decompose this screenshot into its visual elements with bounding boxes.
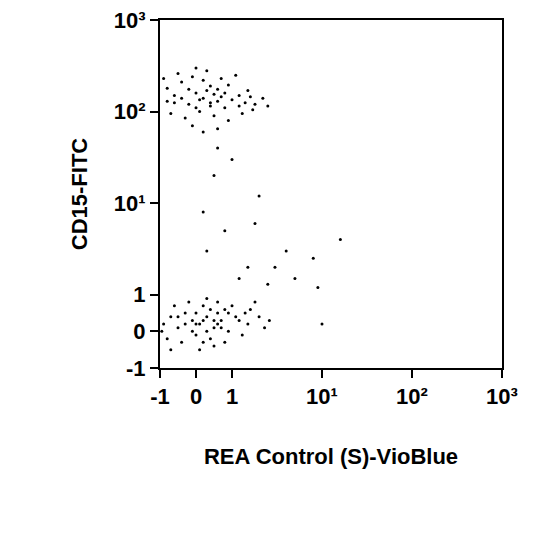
- svg-text:1: 1: [226, 384, 238, 409]
- svg-text:CD15-FITC: CD15-FITC: [67, 138, 92, 251]
- svg-text:-1: -1: [150, 384, 170, 409]
- svg-text:REA Control (S)-VioBlue: REA Control (S)-VioBlue: [204, 444, 458, 469]
- svg-text:-1: -1: [126, 356, 146, 381]
- svg-text:0: 0: [190, 384, 202, 409]
- svg-text:10¹: 10¹: [114, 191, 146, 216]
- svg-text:10¹: 10¹: [306, 384, 338, 409]
- svg-text:1: 1: [133, 282, 145, 307]
- svg-text:0: 0: [133, 319, 145, 344]
- svg-text:10³: 10³: [486, 384, 518, 409]
- svg-text:10²: 10²: [396, 384, 428, 409]
- svg-text:10²: 10²: [114, 99, 146, 124]
- svg-text:10³: 10³: [114, 8, 146, 33]
